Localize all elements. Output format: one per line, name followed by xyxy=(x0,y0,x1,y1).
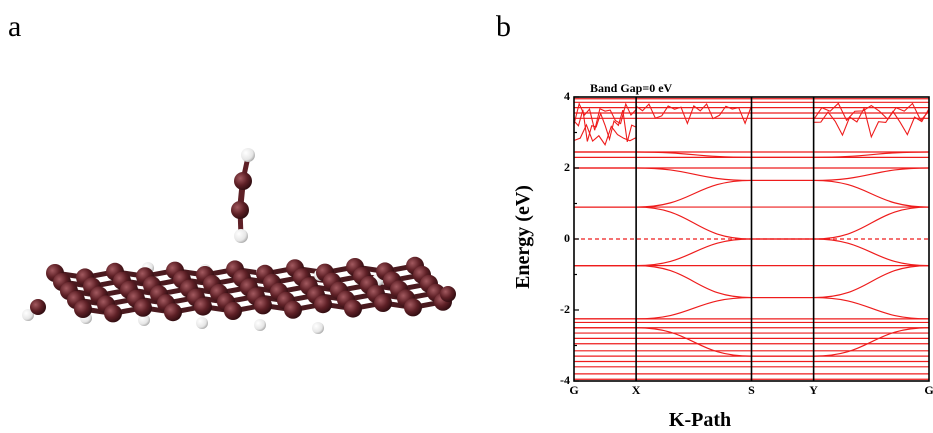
hydrogen-atom xyxy=(241,148,255,162)
y-tick-label: -4 xyxy=(560,373,570,387)
kpoint-label: Y xyxy=(809,383,818,397)
hydrogen-atom xyxy=(22,309,34,321)
carbon-atom xyxy=(194,297,212,316)
carbon-atom xyxy=(284,300,302,319)
kpoint-label: X xyxy=(631,383,641,397)
carbon-atom xyxy=(134,298,152,317)
upper-band xyxy=(573,123,637,146)
panel-label-a: a xyxy=(8,10,22,43)
hydrogen-atom xyxy=(254,319,266,331)
carbon-atom xyxy=(344,299,362,318)
x-axis-label: K-Path xyxy=(668,409,732,431)
molecule-atoms xyxy=(22,148,456,334)
carbon-atom xyxy=(74,300,92,318)
hydrogen-atom xyxy=(234,229,248,243)
carbon-atom xyxy=(234,172,252,190)
y-tick-label: 2 xyxy=(564,160,570,174)
y-tick-label: 4 xyxy=(564,89,570,103)
hydrogen-atom xyxy=(312,322,324,334)
upper-band xyxy=(573,109,637,142)
y-tick-label: -2 xyxy=(560,302,570,316)
panel-label-b: b xyxy=(496,10,511,43)
upper-band xyxy=(573,102,637,131)
plot-frame xyxy=(573,96,930,382)
y-tick-label: 0 xyxy=(564,231,570,245)
carbon-atom xyxy=(224,302,242,320)
kpoint-label: S xyxy=(748,383,755,397)
upper-band xyxy=(635,103,753,126)
carbon-atom xyxy=(231,201,249,219)
upper-band xyxy=(813,106,930,139)
band-gap-label: Band Gap=0 eV xyxy=(590,81,673,95)
hydrogen-atom xyxy=(138,314,150,326)
carbon-atom xyxy=(314,295,332,314)
carbon-atom xyxy=(164,303,182,322)
carbon-atom xyxy=(374,294,392,312)
y-axis-label: Energy (eV) xyxy=(512,185,534,289)
carbon-atom xyxy=(440,286,456,302)
kpoint-label: G xyxy=(924,383,933,397)
carbon-atom xyxy=(30,299,46,315)
carbon-atom xyxy=(404,298,422,317)
carbon-atom xyxy=(254,296,272,315)
hydrogen-atom xyxy=(196,317,208,329)
carbon-atom xyxy=(104,304,122,323)
upper-band xyxy=(813,102,930,122)
kpoint-label: G xyxy=(569,383,579,397)
